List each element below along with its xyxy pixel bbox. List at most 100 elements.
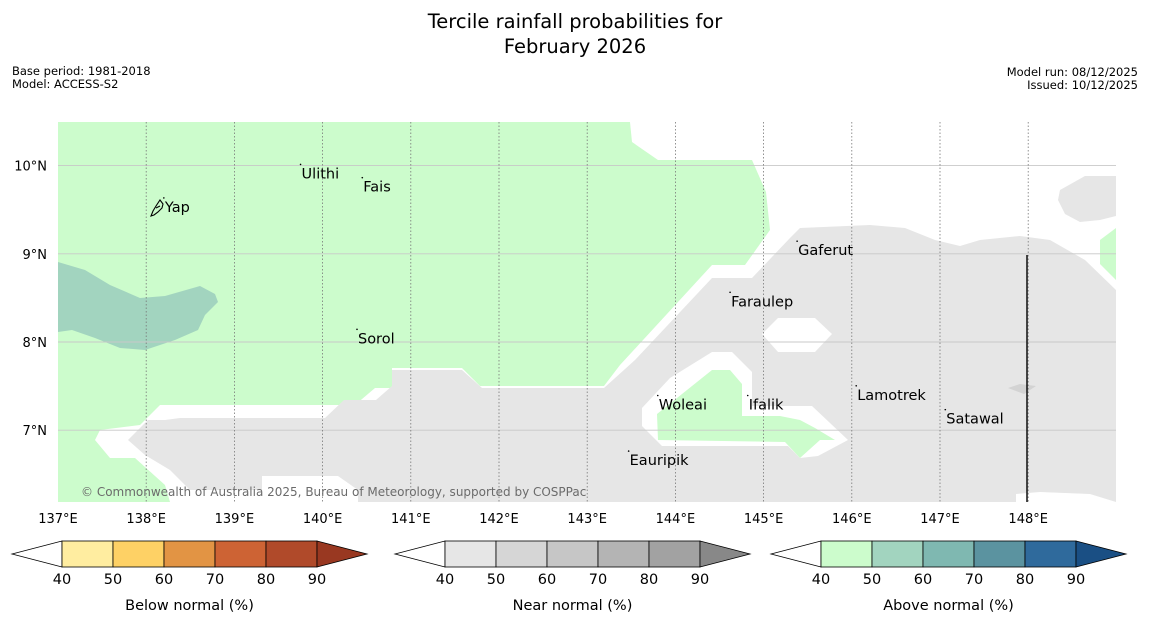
colorbar-segment — [214, 540, 267, 568]
colorbar-extend-high — [1075, 540, 1128, 568]
place-marker — [356, 328, 358, 331]
place-marker — [627, 450, 630, 452]
small-grey-blob — [1008, 384, 1036, 394]
place-label: Satawal — [946, 412, 1003, 428]
place-marker — [944, 408, 947, 411]
near-normal-region — [128, 225, 1116, 502]
colorbar-tick-label: 70 — [206, 572, 224, 588]
colorbar-tick-label: 40 — [436, 572, 454, 588]
lat-tick-label: 7°N — [23, 424, 48, 439]
lon-tick-label: 138°E — [126, 512, 166, 527]
lon-tick-label: 145°E — [744, 512, 784, 527]
colorbar-segment — [820, 540, 873, 568]
title-line-2: February 2026 — [503, 35, 647, 58]
colorbar: 40 50 60 70 80 90 Near normal (%) — [393, 540, 752, 614]
yap-island — [150, 199, 164, 217]
near-normal-ne-region — [1058, 176, 1116, 222]
chart-title: Tercile rainfall probabilities for Febru… — [0, 9, 1150, 59]
place-marker — [163, 197, 165, 199]
lon-tick-label: 148°E — [1008, 512, 1048, 527]
place-label: Yap — [164, 200, 190, 216]
colorbar-tick-label: 50 — [487, 572, 505, 588]
colorbar: 40 50 60 70 80 90 Below normal (%) — [10, 540, 369, 614]
colorbar-tick-label: 80 — [1016, 572, 1034, 588]
colorbar-tick-label: 90 — [308, 572, 326, 588]
lat-tick-label: 9°N — [23, 248, 48, 263]
place-label: Ifalik — [749, 398, 784, 414]
place-marker — [361, 176, 364, 179]
place-label: Sorol — [358, 331, 395, 347]
colorbar-segment — [495, 540, 548, 568]
place-label: Woleai — [659, 398, 707, 414]
lat-tick-label: 8°N — [23, 336, 48, 351]
colorbar-segment — [597, 540, 650, 568]
colorbar-segment — [265, 540, 318, 568]
colorbar-tick-label: 70 — [589, 572, 607, 588]
lon-tick-label: 142°E — [479, 512, 519, 527]
colorbar-extend-high — [316, 540, 369, 568]
lat-tick-label: 10°N — [14, 160, 47, 175]
place-label: Ulithi — [302, 166, 340, 182]
place-marker — [796, 240, 798, 242]
colorbar-title: Below normal (%) — [125, 598, 254, 614]
place-label: Faraulep — [731, 294, 793, 310]
longitude-labels: 137°E 138°E 139°E 140°E 141°E 142°E 143°E 144°E… — [38, 512, 1048, 527]
place-marker — [746, 394, 749, 397]
lon-tick-label: 144°E — [656, 512, 696, 527]
lon-tick-label: 141°E — [391, 512, 431, 527]
longitude-gridlines — [145, 122, 1029, 502]
lon-tick-label: 140°E — [303, 512, 343, 527]
meta-right: Model run: 08/12/2025 Issued: 10/12/2025 — [1007, 66, 1138, 92]
colorbars: 40 50 60 70 80 90 Below normal (%) 40 50 60 70 80 90… — [10, 540, 1128, 614]
colorbar-extend-low — [769, 540, 822, 568]
latitude-labels: 10°N 9°N 8°N 7°N — [14, 160, 47, 440]
colorbar-segment — [973, 540, 1026, 568]
place-label: Fais — [363, 180, 390, 196]
colorbar-segment — [1024, 540, 1077, 568]
place-marker — [855, 385, 858, 387]
issued-date: Issued: 10/12/2025 — [1027, 78, 1138, 92]
base-period: Base period: 1981-2018 — [12, 64, 151, 78]
colorbar-tick-label: 60 — [914, 572, 932, 588]
lon-tick-label: 137°E — [38, 512, 78, 527]
colorbar-tick-label: 60 — [538, 572, 556, 588]
colorbar-tick-label: 80 — [257, 572, 275, 588]
colorbar-segment — [648, 540, 701, 568]
above-normal-high-region — [58, 262, 218, 350]
above-normal-region — [58, 122, 770, 502]
colorbar-tick-label: 40 — [812, 572, 830, 588]
lon-tick-label: 147°E — [920, 512, 960, 527]
model-name: Model: ACCESS-S2 — [12, 77, 119, 91]
colorbar-tick-label: 90 — [691, 572, 709, 588]
model-run: Model run: 08/12/2025 — [1006, 65, 1138, 79]
place-label: Lamotrek — [857, 388, 926, 404]
place-label: Eauripik — [630, 453, 689, 469]
colorbar-segment — [112, 540, 165, 568]
lon-tick-label: 143°E — [567, 512, 607, 527]
colorbar-extend-low — [393, 540, 446, 568]
colorbar-extend-low — [10, 540, 63, 568]
place-marker — [656, 394, 659, 397]
title-line-1: Tercile rainfall probabilities for — [427, 10, 723, 33]
place-labels: Ulithi Fais Yap Gaferut Faraulep Sorol Lamotre… — [163, 163, 1004, 469]
colorbar-segment — [444, 540, 497, 568]
colorbar-segment — [163, 540, 216, 568]
map-area: Ulithi Fais Yap Gaferut Faraulep Sorol Lamotre… — [58, 122, 1116, 502]
place-label: Gaferut — [798, 243, 853, 259]
colorbar-segment — [922, 540, 975, 568]
colorbar-extend-high — [699, 540, 752, 568]
colorbar-tick-label: 90 — [1067, 572, 1085, 588]
copyright-notice: © Commonwealth of Australia 2025, Bureau… — [81, 485, 586, 499]
colorbar-tick-label: 60 — [155, 572, 173, 588]
colorbar-tick-label: 40 — [53, 572, 71, 588]
lon-tick-label: 146°E — [832, 512, 872, 527]
colorbar-tick-label: 80 — [640, 572, 658, 588]
colorbar-title: Above normal (%) — [883, 598, 1014, 614]
place-marker — [729, 291, 731, 294]
meta-left: Base period: 1981-2018 Model: ACCESS-S2 — [12, 65, 151, 91]
lon-tick-label: 139°E — [215, 512, 255, 527]
colorbar-tick-label: 50 — [104, 572, 122, 588]
colorbar-segment — [61, 540, 114, 568]
colorbar: 40 50 60 70 80 90 Above normal (%) — [769, 540, 1128, 614]
